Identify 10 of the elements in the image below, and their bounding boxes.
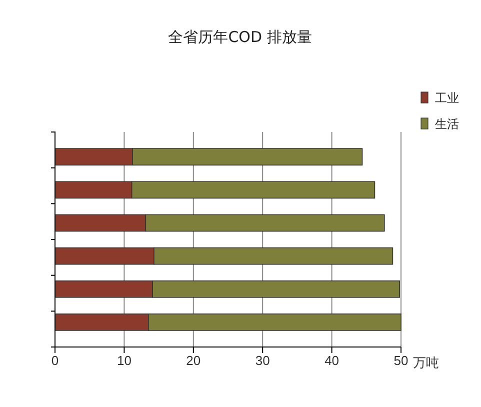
legend-label: 工业 — [435, 91, 459, 105]
x-tick-label: 40 — [324, 353, 340, 368]
legend-label: 生活 — [435, 117, 459, 131]
x-tick-label: 20 — [186, 353, 201, 368]
x-tick-label: 10 — [116, 353, 132, 368]
x-axis-title: 万吨 — [413, 356, 439, 371]
x-tick-label: 30 — [255, 353, 270, 368]
x-tick-label: 50 — [394, 353, 408, 368]
x-tick-label: 0 — [51, 353, 59, 368]
chart-title: 全省历年COD 排放量 — [168, 28, 312, 46]
